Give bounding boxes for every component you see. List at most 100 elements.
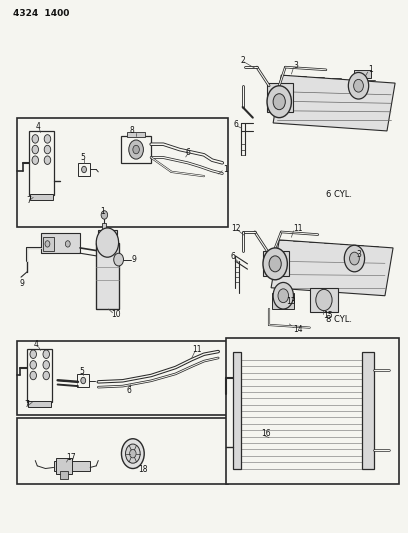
Polygon shape [257, 349, 264, 475]
Bar [127, 132, 145, 138]
Bar [355, 70, 371, 78]
Text: 1: 1 [100, 207, 105, 216]
Circle shape [348, 72, 369, 99]
Text: 8: 8 [130, 126, 135, 135]
Bar [272, 293, 294, 309]
Circle shape [43, 361, 49, 369]
Polygon shape [334, 349, 341, 475]
Bar [17, 341, 228, 415]
Text: 13: 13 [286, 296, 296, 305]
Circle shape [32, 156, 38, 165]
Text: 11: 11 [192, 345, 201, 354]
Bar [29, 131, 53, 195]
Bar [17, 418, 228, 484]
Bar [27, 349, 51, 402]
Bar [43, 237, 53, 251]
Circle shape [129, 140, 144, 159]
Circle shape [96, 228, 119, 257]
Bar [53, 461, 90, 471]
Bar [310, 288, 338, 312]
Text: 6: 6 [233, 120, 238, 129]
Polygon shape [273, 75, 395, 131]
Polygon shape [78, 163, 90, 173]
Bar [78, 163, 90, 176]
Circle shape [43, 371, 49, 379]
Circle shape [273, 94, 285, 110]
Bar [17, 118, 228, 227]
Bar [41, 233, 80, 253]
Bar [226, 338, 399, 484]
Text: 1: 1 [369, 66, 373, 74]
Circle shape [82, 166, 86, 173]
Text: 10: 10 [111, 310, 121, 319]
Circle shape [30, 361, 36, 369]
Bar [60, 471, 68, 479]
Bar [362, 352, 374, 469]
Text: 7: 7 [24, 400, 29, 409]
Circle shape [32, 135, 38, 143]
Circle shape [278, 289, 288, 303]
Text: 8 CYL.: 8 CYL. [326, 315, 352, 324]
Circle shape [81, 377, 86, 384]
Circle shape [344, 245, 365, 272]
Circle shape [126, 444, 140, 463]
Polygon shape [77, 374, 89, 384]
Text: 17: 17 [66, 454, 75, 463]
Circle shape [273, 282, 293, 309]
Circle shape [114, 253, 124, 266]
Text: 6: 6 [186, 148, 191, 157]
Bar [233, 352, 241, 469]
Circle shape [354, 79, 364, 92]
Text: 18: 18 [138, 465, 147, 474]
Text: 12: 12 [232, 224, 241, 233]
Circle shape [263, 248, 287, 280]
Bar [55, 458, 72, 474]
Text: 4324  1400: 4324 1400 [13, 10, 69, 19]
Text: 9: 9 [20, 279, 24, 288]
Bar [98, 230, 117, 244]
Circle shape [45, 241, 50, 247]
Bar [28, 401, 51, 407]
Polygon shape [239, 349, 365, 475]
Text: 2: 2 [241, 56, 245, 64]
Text: 6: 6 [231, 253, 235, 261]
Text: 3: 3 [357, 250, 361, 259]
Polygon shape [308, 349, 315, 475]
Circle shape [269, 256, 281, 272]
Text: 15: 15 [323, 311, 333, 320]
Bar [121, 136, 151, 163]
Circle shape [44, 135, 51, 143]
Circle shape [267, 86, 291, 118]
Text: 5: 5 [79, 367, 84, 376]
Circle shape [30, 350, 36, 359]
Bar [30, 193, 53, 200]
Circle shape [350, 252, 359, 265]
Bar [267, 83, 293, 112]
Text: 4: 4 [33, 340, 38, 349]
Text: 4: 4 [35, 122, 40, 131]
Bar [102, 223, 106, 231]
Text: 5: 5 [80, 153, 85, 162]
Text: 3: 3 [293, 61, 298, 70]
Circle shape [44, 156, 51, 165]
Circle shape [44, 146, 51, 154]
Text: 1: 1 [224, 165, 228, 174]
Polygon shape [121, 136, 151, 163]
Polygon shape [27, 349, 51, 402]
Circle shape [316, 289, 332, 311]
Polygon shape [29, 131, 53, 195]
Text: 16: 16 [261, 430, 271, 439]
Polygon shape [271, 240, 393, 296]
Circle shape [43, 350, 49, 359]
Circle shape [32, 146, 38, 154]
Polygon shape [96, 243, 119, 309]
Text: 11: 11 [293, 224, 303, 233]
Circle shape [130, 449, 136, 458]
Circle shape [30, 371, 36, 379]
Bar [96, 243, 119, 309]
Polygon shape [53, 461, 90, 471]
Text: 7: 7 [26, 196, 31, 205]
Text: 14: 14 [293, 325, 303, 334]
Circle shape [122, 439, 144, 469]
Bar [263, 251, 289, 276]
